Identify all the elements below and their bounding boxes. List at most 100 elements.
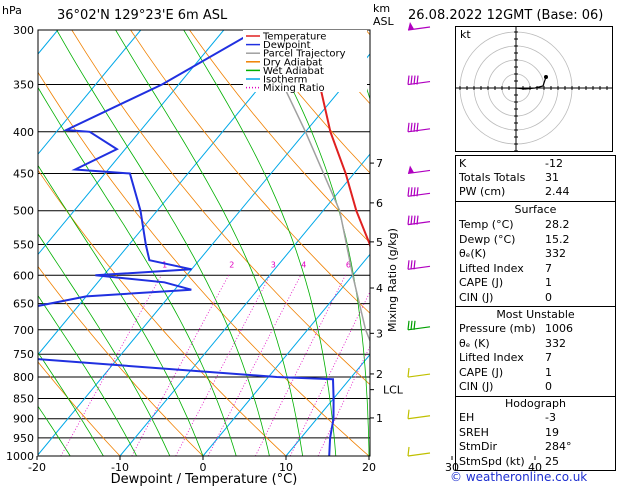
temperature-tick-label: 0	[200, 461, 207, 474]
index-section-title: Hodograph	[505, 397, 566, 410]
wind-barb-staff	[407, 373, 431, 378]
index-section-title: Most Unstable	[496, 308, 575, 321]
index-row: Lifted Index 7	[459, 351, 612, 365]
wind-barb-feather	[407, 367, 410, 378]
km-tick-label: 5	[376, 236, 383, 249]
temperature-line	[281, 30, 370, 250]
temperature-tick-label: -10	[111, 461, 129, 474]
mixing-ratio-value-label: 3	[271, 260, 276, 269]
index-row: CIN (J) 0	[459, 380, 612, 394]
plot-frame	[37, 29, 371, 457]
km-tick-label: 2	[376, 368, 383, 381]
wind-barb-feather	[410, 122, 413, 132]
datetime-label: 26.08.2022 12GMT (Base: 06)	[408, 8, 604, 23]
wet-adiabat-line	[183, 30, 337, 456]
wind-barb-feather	[407, 122, 410, 132]
temperature-tick-label: 20	[362, 461, 376, 474]
index-row: CIN (J) 0	[459, 291, 612, 305]
pressure-tick-label: 850	[13, 392, 34, 405]
pressure-tick-label: 950	[13, 432, 34, 445]
index-label: Dewp (°C)	[459, 232, 516, 246]
mixing-ratio-line	[317, 345, 370, 456]
index-label: EH	[459, 411, 475, 424]
index-value: 1006	[545, 322, 573, 335]
wind-barb-feather	[413, 260, 416, 270]
km-tick-label: 6	[376, 197, 383, 210]
wet-adiabat-line	[115, 30, 303, 456]
wind-barb-staff	[407, 221, 431, 226]
wind-barb-feather	[413, 320, 416, 330]
index-row: θₑ (K) 332	[459, 337, 612, 351]
index-label: θₑ(K)	[459, 247, 487, 260]
index-row: Pressure (mb) 1006	[459, 322, 612, 336]
mixing-ratio-line	[131, 275, 229, 456]
isotherm-line	[618, 30, 629, 456]
wind-barb-feather	[407, 446, 410, 457]
temperature-tick-label: 10	[279, 461, 293, 474]
pressure-tick-label: 350	[13, 79, 34, 92]
wind-barb-staff	[407, 326, 431, 331]
wind-barb-feather	[410, 187, 413, 197]
wind-barb-feather	[410, 260, 413, 270]
lcl-label: LCL	[383, 384, 404, 397]
index-row: CAPE (J) 1	[459, 366, 612, 380]
dry-adiabat-line	[38, 71, 370, 456]
index-label: CIN (J)	[459, 380, 494, 393]
km-tick-label: 7	[376, 157, 383, 170]
mixing-ratio-value-label: 2	[229, 260, 234, 269]
mixing-ratio-line	[369, 455, 370, 456]
isotherm-line	[38, 30, 225, 256]
wet-adiabat-line	[38, 294, 137, 456]
index-label: StmSpd (kt)	[459, 454, 525, 468]
index-label: Totals Totals	[459, 171, 526, 184]
wet-adiabat-line	[426, 30, 447, 456]
hodograph: kt	[455, 26, 613, 152]
index-row: StmSpd (kt) 25	[459, 455, 612, 469]
legend-entry-label: Mixing Ratio	[263, 83, 325, 94]
km-tick-label: 4	[376, 282, 383, 295]
dry-adiabat-line	[247, 30, 370, 174]
index-label: Lifted Index	[459, 261, 524, 275]
pressure-tick-label: 900	[13, 413, 34, 426]
wind-barb-feather	[413, 215, 416, 225]
index-row: θₑ(K) 332	[459, 247, 612, 261]
pressure-tick-label: 800	[13, 371, 34, 384]
wind-barb-staff	[407, 415, 431, 420]
wind-barb-feather	[413, 122, 416, 132]
pressure-tick-label: 1000	[6, 450, 34, 463]
wind-barb-feather	[416, 215, 419, 225]
mixing-ratio-line	[60, 275, 162, 456]
wind-barb-staff	[407, 80, 431, 86]
legend-entry-label: Isotherm	[263, 75, 307, 86]
index-row: SREH 19	[459, 426, 612, 440]
wind-barb-feather	[407, 409, 410, 419]
hodograph-indices-box	[455, 396, 616, 471]
index-value: 332	[545, 247, 566, 260]
index-label: CAPE (J)	[459, 276, 504, 289]
index-row: K -12	[459, 157, 612, 171]
index-label: PW (cm)	[459, 185, 506, 198]
index-row: Dewp (°C) 15.2	[459, 233, 612, 247]
index-label: Lifted Index	[459, 351, 524, 364]
index-value: 7	[545, 351, 552, 364]
mixing-ratio-line	[175, 275, 271, 456]
wind-barb-flag	[408, 165, 414, 174]
dry-adiabat-line	[71, 30, 370, 386]
index-row: EH -3	[459, 411, 612, 425]
index-label: Temp (°C)	[459, 218, 514, 231]
index-value: 284°	[545, 440, 572, 453]
wind-barb-feather	[410, 320, 413, 330]
wind-barb-feather	[407, 215, 410, 225]
wind-barb-feather	[416, 187, 419, 197]
index-value: 31	[545, 171, 559, 184]
pressure-tick-label: 700	[13, 324, 34, 337]
legend-entry-label: Dry Adiabat	[263, 57, 322, 68]
wet-adiabat-line	[38, 164, 204, 456]
legend-entry-label: Temperature	[262, 32, 326, 43]
dry-adiabat-line	[189, 30, 370, 244]
hodograph-end-dot	[544, 75, 548, 79]
mixing-ratio-value-label: 1	[162, 260, 167, 269]
wind-barb-feather	[407, 187, 410, 197]
index-value: 25	[545, 454, 559, 468]
wind-barb-feather	[407, 320, 410, 330]
